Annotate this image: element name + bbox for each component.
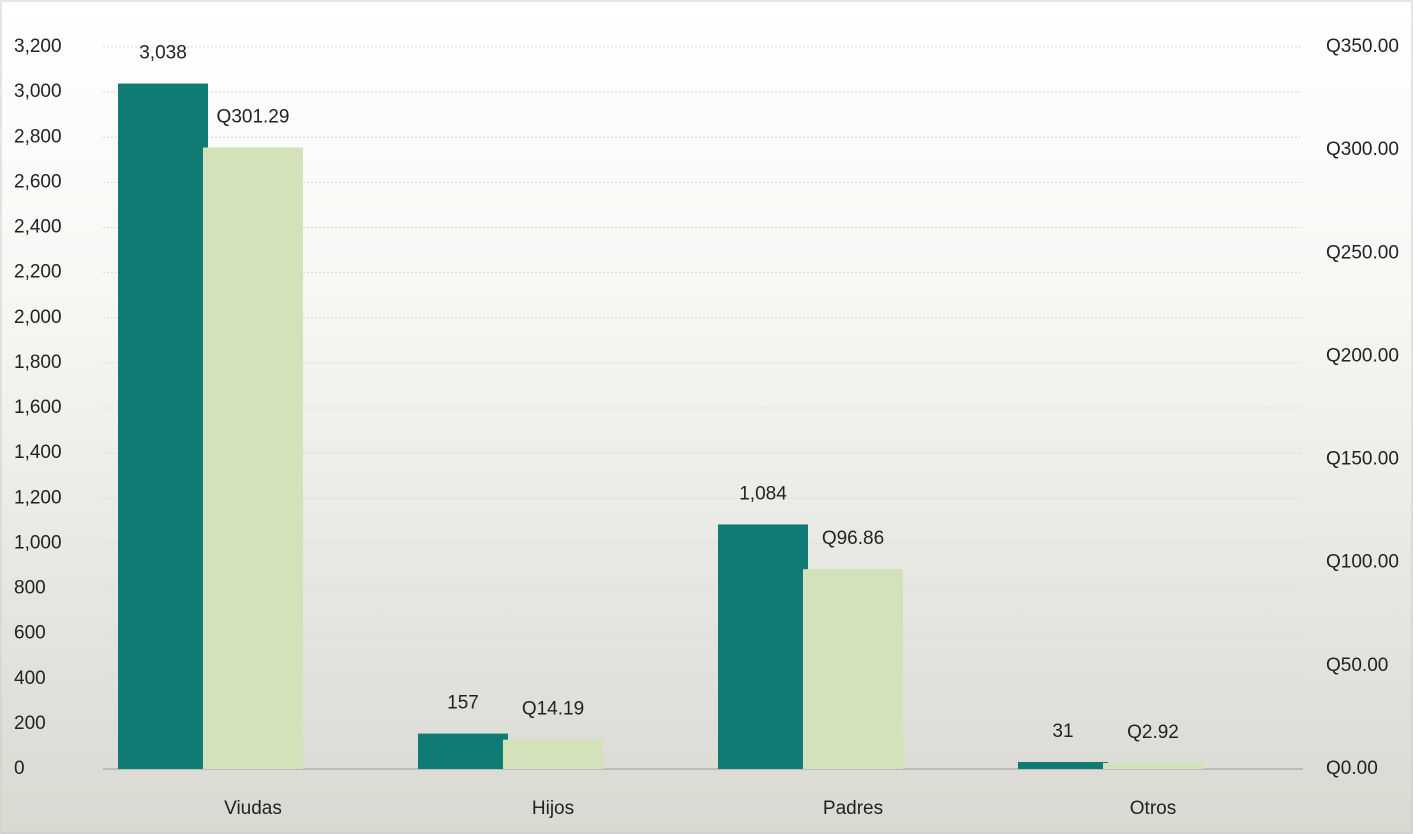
x-tick-label: Padres <box>823 798 883 819</box>
bar <box>1103 763 1203 769</box>
chart: 0 200 400 600 800 1,000 1,200 1,400 1,600 1,800 2,… <box>0 0 1413 834</box>
y-tick-label: 1,000 <box>14 532 62 553</box>
value-label: 3,038 <box>139 43 187 64</box>
y-tick-label: 2,200 <box>14 262 62 283</box>
bar <box>803 569 903 769</box>
y2-tick-label: Q300.00 <box>1326 139 1399 160</box>
value-label: Q96.86 <box>822 528 884 549</box>
value-label: Q301.29 <box>217 106 290 127</box>
y-tick-label: 0 <box>14 758 25 779</box>
bar <box>718 524 808 769</box>
bar <box>203 147 303 769</box>
x-tick-label: Hijos <box>532 798 574 819</box>
y-tick-label: 2,400 <box>14 217 62 238</box>
y-tick-label: 600 <box>14 623 46 644</box>
x-tick-label: Viudas <box>224 798 282 819</box>
bar <box>418 734 508 769</box>
y-tick-label: 800 <box>14 578 46 599</box>
y2-tick-label: Q100.00 <box>1326 552 1399 573</box>
y-tick-label: 2,600 <box>14 171 62 192</box>
y-tick-label: 1,400 <box>14 442 62 463</box>
y-tick-label: 1,200 <box>14 487 62 508</box>
value-label: Q2.92 <box>1127 722 1179 743</box>
y2-tick-label: Q150.00 <box>1326 449 1399 470</box>
y2-tick-label: Q250.00 <box>1326 242 1399 263</box>
value-label: Q14.19 <box>522 699 584 720</box>
bar <box>118 84 208 769</box>
y2-tick-label: Q200.00 <box>1326 345 1399 366</box>
value-label: 1,084 <box>739 483 787 504</box>
y-tick-label: 200 <box>14 713 46 734</box>
y-tick-label: 2,800 <box>14 126 62 147</box>
y-tick-label: 1,600 <box>14 397 62 418</box>
y-tick-label: 3,200 <box>14 36 62 57</box>
y-tick-label: 400 <box>14 668 46 689</box>
y2-tick-label: Q350.00 <box>1326 36 1399 57</box>
bar <box>503 740 603 769</box>
y-tick-label: 3,000 <box>14 81 62 102</box>
x-tick-label: Otros <box>1130 798 1176 819</box>
y2-tick-label: Q50.00 <box>1326 655 1388 676</box>
y-tick-label: 2,000 <box>14 307 62 328</box>
value-label: 31 <box>1052 721 1073 742</box>
value-label: 157 <box>447 693 479 714</box>
y-tick-label: 1,800 <box>14 352 62 373</box>
y2-tick-label: Q0.00 <box>1326 758 1378 779</box>
bar <box>1018 762 1108 769</box>
